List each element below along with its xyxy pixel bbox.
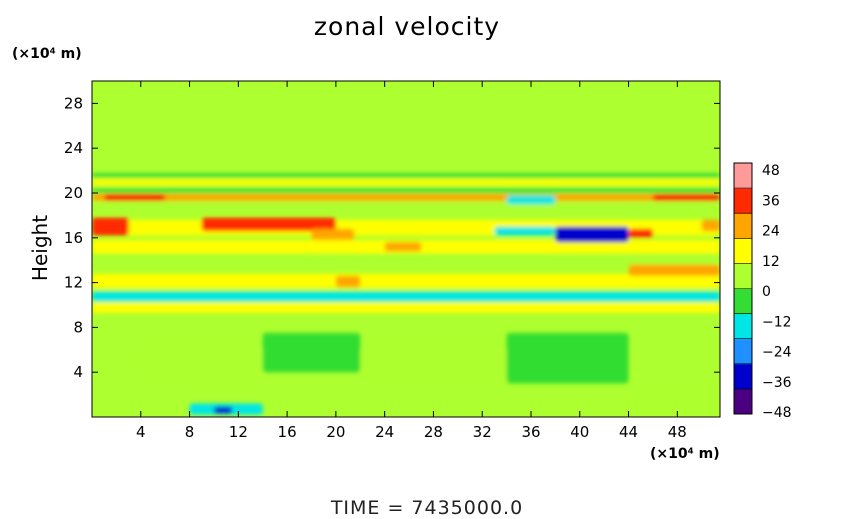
heatmap-cell-29 <box>360 349 507 384</box>
y-axis-unit: (×10⁴ m) <box>12 46 82 62</box>
heatmap-cell-8 <box>92 188 720 193</box>
plot-frame <box>91 80 721 418</box>
x-tick-label: 44 <box>619 423 638 441</box>
colorbar-segment <box>734 388 752 415</box>
heatmap-cell-2 <box>92 273 720 289</box>
heatmap-cell-16 <box>555 226 629 243</box>
heatmap-cell-6 <box>92 201 720 214</box>
heatmap-cell-28 <box>262 333 361 373</box>
colorbar-label: −36 <box>762 375 792 391</box>
heatmap-cell-31 <box>628 383 720 417</box>
y-tick-label: 20 <box>64 184 83 202</box>
x-tick-label: 48 <box>668 423 687 441</box>
heatmap-cell-18 <box>506 195 556 205</box>
heatmap-cell-7 <box>92 194 720 201</box>
colorbar-label: 0 <box>762 284 771 300</box>
x-tick-label: 16 <box>278 423 297 441</box>
colorbar-label: −12 <box>762 314 792 330</box>
y-tick-label: 12 <box>64 274 83 292</box>
x-tick-label: 12 <box>229 423 248 441</box>
colorbar-segment <box>734 338 752 365</box>
heatmap-cell-30 <box>506 333 629 384</box>
heatmap-cell-11 <box>104 194 166 201</box>
x-tick-label: 8 <box>185 423 195 441</box>
x-tick-label: 4 <box>136 423 146 441</box>
heatmap-cell-19 <box>628 228 653 238</box>
colorbar-label: −24 <box>762 345 792 361</box>
y-tick-label: 24 <box>64 139 83 157</box>
colorbar-segment <box>734 263 752 289</box>
x-tick-label: 24 <box>375 423 394 441</box>
colorbar-frame <box>733 162 753 415</box>
heatmap-cell-21 <box>384 242 422 252</box>
heatmap-cell-17 <box>494 226 556 236</box>
colorbar-segment <box>734 213 752 239</box>
colorbar-segment <box>734 163 752 189</box>
y-tick-label: 8 <box>73 318 83 336</box>
colorbar-segment <box>734 188 752 214</box>
x-tick-label: 28 <box>424 423 443 441</box>
colorbar-label: −48 <box>762 405 792 421</box>
colorbar-label: 24 <box>762 224 780 240</box>
heatmap-cell-9 <box>92 179 720 186</box>
x-tick-label: 36 <box>521 423 540 441</box>
heatmap-cell-15 <box>311 228 355 241</box>
colorbar-segment <box>734 288 752 315</box>
heatmap-cell-27 <box>140 349 263 384</box>
heatmap-cell-14 <box>201 217 336 232</box>
y-tick-label: 16 <box>64 229 83 247</box>
colorbar-label: 48 <box>762 163 780 179</box>
colorbar-label: 36 <box>762 193 780 209</box>
heatmap-cell-3 <box>92 255 720 270</box>
time-footer: TIME = 7435000.0 <box>330 497 524 519</box>
x-tick-label: 32 <box>473 423 492 441</box>
heatmap-cell-22 <box>335 275 361 288</box>
colorbar-segment <box>734 363 752 390</box>
colorbar-segment <box>734 238 752 264</box>
y-tick-label: 4 <box>73 363 83 381</box>
heatmap-cell-23 <box>628 264 720 276</box>
colorbar-label: 12 <box>762 254 780 270</box>
chart-title: zonal velocity <box>313 12 501 41</box>
x-tick-label: 20 <box>326 423 345 441</box>
heatmap-cell-20 <box>701 219 720 232</box>
x-tick-label: 40 <box>570 423 589 441</box>
heatmap-cell-12 <box>652 194 720 201</box>
heatmap-cell-1 <box>92 291 720 302</box>
colorbar-segment <box>734 313 752 340</box>
heatmap-cell-10 <box>92 172 720 178</box>
heatmap-cell-24 <box>92 291 141 301</box>
heatmap-cell-0 <box>92 302 720 313</box>
x-axis-unit: (×10⁴ m) <box>650 446 720 462</box>
y-tick-label: 28 <box>64 94 83 112</box>
heatmap-cell-26 <box>213 406 233 414</box>
heatmap-cell-13 <box>92 217 129 236</box>
heatmap-cell-32 <box>92 163 720 171</box>
